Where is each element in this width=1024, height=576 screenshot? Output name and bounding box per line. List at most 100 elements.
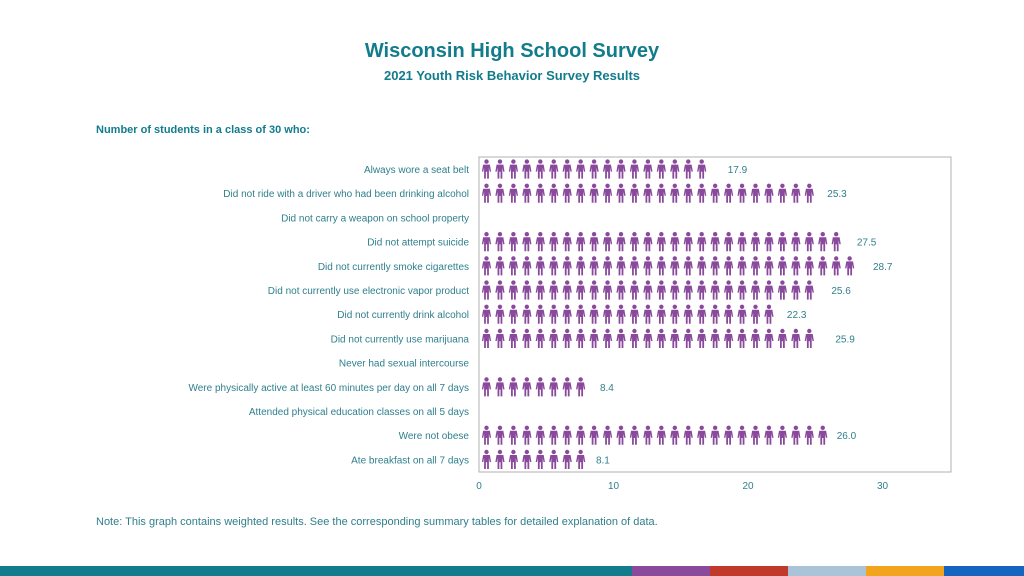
person-icon xyxy=(804,328,814,348)
person-icon xyxy=(777,183,787,203)
person-icon xyxy=(656,304,666,324)
person-icon xyxy=(535,425,545,445)
person-icon xyxy=(710,159,720,179)
person-icon xyxy=(602,159,613,179)
person-icon xyxy=(562,256,572,276)
person-icon xyxy=(562,304,572,324)
person-icon xyxy=(602,280,613,300)
x-tick-label: 10 xyxy=(608,481,620,492)
person-icon xyxy=(656,232,666,252)
person-icon xyxy=(629,159,640,179)
footer-segment xyxy=(866,566,944,576)
person-icon xyxy=(576,159,586,179)
person-icon xyxy=(683,425,693,445)
person-icon xyxy=(535,159,545,179)
person-icon xyxy=(549,232,559,252)
person-icon xyxy=(549,159,559,179)
person-icon xyxy=(576,232,586,252)
person-icon xyxy=(495,232,505,252)
person-icon xyxy=(670,256,680,276)
person-icon xyxy=(858,256,866,276)
person-icon xyxy=(589,232,599,252)
person-icon xyxy=(535,232,545,252)
person-icon xyxy=(737,328,747,348)
person-icon xyxy=(791,232,801,252)
person-icon xyxy=(616,304,626,324)
person-icon xyxy=(764,304,774,324)
person-icon xyxy=(845,232,850,252)
chart-row: Did not currently smoke cigarettes 28.7 xyxy=(318,256,893,276)
person-icon xyxy=(562,328,572,348)
person-icon xyxy=(602,425,613,445)
category-label: Were not obese xyxy=(399,431,470,442)
chart-row: Did not attempt suicide 27.5 xyxy=(367,232,877,252)
person-icon xyxy=(845,256,855,276)
person-icon xyxy=(683,232,693,252)
person-icon xyxy=(697,425,707,445)
x-tick-label: 0 xyxy=(476,481,482,492)
person-icon xyxy=(508,280,518,300)
person-icon xyxy=(750,304,761,324)
value-label: 26.0 xyxy=(837,431,857,442)
person-icon xyxy=(643,256,653,276)
person-icon xyxy=(576,183,586,203)
person-icon xyxy=(629,256,640,276)
person-icon xyxy=(818,425,828,445)
chart-row: Attended physical education classes on a… xyxy=(249,407,469,418)
plot-frame xyxy=(478,156,952,473)
person-icon xyxy=(804,425,814,445)
person-icon xyxy=(602,256,613,276)
person-icon xyxy=(589,159,599,179)
person-icon xyxy=(670,159,680,179)
person-icon xyxy=(481,425,492,445)
person-icon xyxy=(643,159,653,179)
person-icon xyxy=(495,256,505,276)
person-icon xyxy=(549,256,559,276)
person-icon xyxy=(589,280,599,300)
person-icon xyxy=(683,328,693,348)
value-label: 25.3 xyxy=(827,189,847,200)
person-icon xyxy=(481,159,492,179)
person-icon xyxy=(495,377,505,397)
person-icon xyxy=(697,256,707,276)
person-icon xyxy=(522,377,532,397)
footer-segment xyxy=(788,566,866,576)
person-icon xyxy=(670,304,680,324)
person-icon xyxy=(710,304,720,324)
chart-row: Always wore a seat belt 17.9 xyxy=(364,159,748,179)
footnote: Note: This graph contains weighted resul… xyxy=(96,516,658,528)
person-icon xyxy=(750,256,761,276)
person-icon xyxy=(670,280,680,300)
person-icon xyxy=(777,304,781,324)
person-icon xyxy=(481,449,492,469)
category-label: Did not ride with a driver who had been … xyxy=(223,189,469,200)
person-icon xyxy=(576,280,586,300)
person-icon xyxy=(697,328,707,348)
category-label: Did not currently use marijuana xyxy=(331,334,470,345)
person-icon xyxy=(522,328,532,348)
person-icon xyxy=(629,328,640,348)
category-label: Did not currently use electronic vapor p… xyxy=(268,286,469,297)
chart-row: Did not currently use electronic vapor p… xyxy=(268,280,851,300)
person-icon xyxy=(791,280,801,300)
person-icon xyxy=(481,377,492,397)
person-icon xyxy=(777,280,787,300)
person-icon xyxy=(549,280,559,300)
person-icon xyxy=(616,280,626,300)
person-icon xyxy=(764,183,774,203)
person-icon xyxy=(724,183,734,203)
footer-segment xyxy=(710,566,788,576)
person-icon xyxy=(750,183,761,203)
person-icon xyxy=(508,425,518,445)
chart-row: Did not currently use marijuana 25.9 xyxy=(331,328,855,348)
person-icon xyxy=(804,280,814,300)
person-icon xyxy=(656,280,666,300)
person-icon xyxy=(764,328,774,348)
person-icon xyxy=(616,159,626,179)
person-icon xyxy=(522,280,532,300)
person-icon xyxy=(508,377,518,397)
person-icon xyxy=(710,232,720,252)
person-icon xyxy=(549,377,559,397)
value-label: 8.4 xyxy=(600,383,614,394)
